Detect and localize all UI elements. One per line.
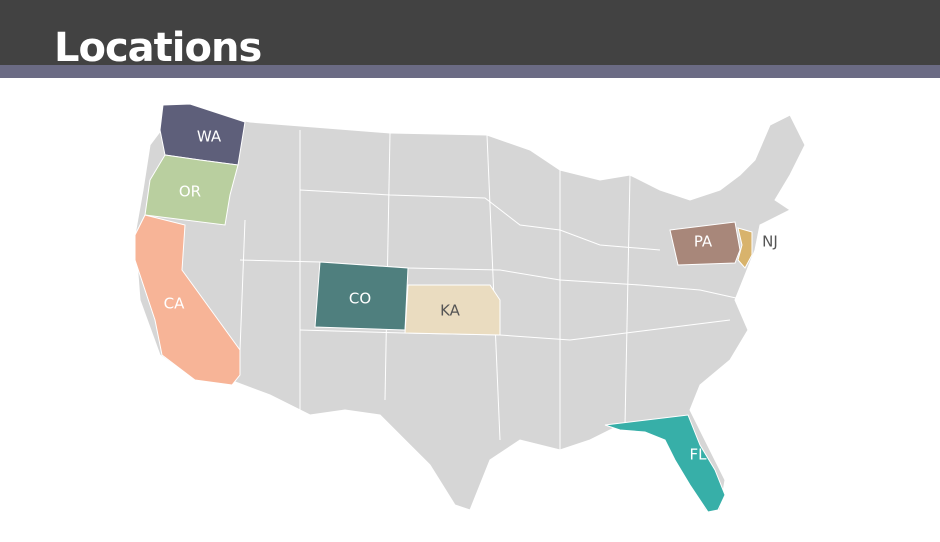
state-label: CA xyxy=(164,295,185,313)
state-label: NJ xyxy=(762,233,778,251)
state-label: OR xyxy=(179,183,201,201)
state-label: PA xyxy=(694,233,713,251)
state-label: CO xyxy=(349,290,371,308)
state-label: FL xyxy=(690,446,708,464)
title: Locations xyxy=(54,25,262,71)
state-pa xyxy=(669,221,741,266)
header-bar xyxy=(0,0,940,65)
state-ca xyxy=(134,214,241,386)
state-label: KA xyxy=(440,302,461,320)
state-label: WA xyxy=(197,128,222,146)
state-or xyxy=(144,154,239,226)
state-ka xyxy=(404,284,501,336)
state-nj xyxy=(737,227,753,269)
header-strip xyxy=(0,65,940,78)
state-fl xyxy=(604,414,726,513)
